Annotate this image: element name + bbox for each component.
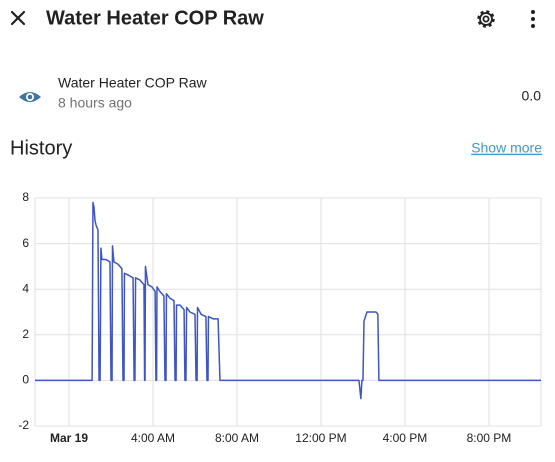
history-chart: -2 0 2 4 6 8 Mar 19 4:00 AM 8:00 AM 12:00 PM 4:00 … bbox=[18, 190, 542, 445]
dot-icon bbox=[531, 17, 535, 21]
y-tick-label: 0 bbox=[22, 373, 29, 387]
data-line bbox=[35, 201, 541, 400]
x-tick-label: Mar 19 bbox=[50, 431, 88, 445]
more-button[interactable] bbox=[531, 10, 535, 28]
y-tick-label: 8 bbox=[22, 190, 29, 204]
settings-button[interactable] bbox=[477, 10, 495, 28]
entity-state: 0.0 bbox=[522, 88, 542, 104]
gear-icon bbox=[479, 12, 493, 26]
dot-icon bbox=[531, 10, 535, 14]
entity-last-changed: 8 hours ago bbox=[58, 95, 132, 111]
entity-icon bbox=[19, 92, 41, 102]
entity-name: Water Heater COP Raw bbox=[58, 75, 207, 91]
y-tick-label: 4 bbox=[22, 281, 29, 295]
y-tick-label: 2 bbox=[22, 327, 29, 341]
x-tick-label: 8:00 PM bbox=[467, 431, 512, 445]
close-icon bbox=[10, 10, 26, 26]
x-tick-label: 8:00 AM bbox=[215, 431, 259, 445]
close-button[interactable] bbox=[10, 10, 26, 26]
show-more-link[interactable]: Show more bbox=[471, 140, 542, 156]
x-tick-label: 4:00 AM bbox=[131, 431, 175, 445]
gear-icon bbox=[482, 15, 490, 23]
x-tick-label: 12:00 PM bbox=[295, 431, 346, 445]
dot-icon bbox=[531, 24, 535, 28]
y-tick-label: -2 bbox=[18, 418, 29, 432]
dialog-title: Water Heater COP Raw bbox=[46, 7, 264, 29]
history-title: History bbox=[10, 137, 72, 159]
gear-icon bbox=[477, 10, 495, 28]
x-tick-label: 4:00 PM bbox=[383, 431, 428, 445]
y-tick-label: 6 bbox=[22, 236, 29, 250]
